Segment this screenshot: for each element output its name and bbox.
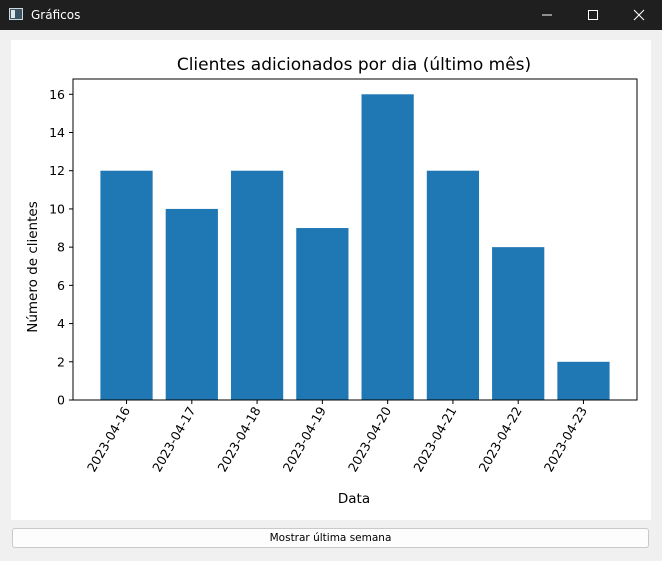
close-icon	[633, 9, 645, 21]
y-tick-label: 0	[57, 393, 65, 408]
close-button[interactable]	[616, 0, 662, 30]
plot-frame	[72, 78, 638, 401]
bar-2023-04-16	[100, 170, 153, 400]
bar-chart: Clientes adicionados por dia (último mês…	[25, 55, 638, 507]
y-tick-label: 4	[57, 316, 65, 331]
bar-2023-04-22	[492, 247, 545, 400]
y-tick-label: 2	[57, 354, 65, 369]
x-tick-label: 2023-04-22	[475, 404, 524, 474]
x-tick-label: 2023-04-16	[84, 404, 133, 474]
x-tick-label: 2023-04-18	[214, 404, 263, 474]
bar-2023-04-18	[230, 170, 284, 400]
y-tick-label: 14	[49, 125, 65, 140]
x-tick-label: 2023-04-17	[149, 404, 198, 474]
x-tick-label: 2023-04-21	[410, 404, 459, 474]
y-tick-label: 10	[49, 201, 65, 216]
bar-2023-04-23	[557, 361, 610, 400]
bar-2023-04-21	[426, 170, 480, 400]
maximize-button[interactable]	[570, 0, 616, 30]
bar-2023-04-20	[361, 94, 414, 401]
y-tick-label: 6	[57, 278, 65, 293]
minimize-icon	[542, 14, 552, 16]
y-tick-label: 16	[49, 87, 65, 102]
minimize-button[interactable]	[524, 0, 570, 30]
show-last-week-button[interactable]: Mostrar última semana	[12, 528, 649, 548]
y-tick-label: 12	[49, 163, 65, 178]
x-axis-label: Data	[338, 491, 370, 507]
bar-2023-04-17	[165, 208, 218, 400]
bar-2023-04-19	[296, 228, 349, 400]
title-bar: Gráficos	[0, 0, 662, 30]
window-title: Gráficos	[31, 8, 81, 22]
y-axis-label: Número de clientes	[25, 201, 41, 333]
x-tick-label: 2023-04-20	[345, 404, 394, 474]
x-tick-label: 2023-04-19	[280, 404, 329, 474]
maximize-icon	[588, 10, 598, 20]
x-tick-label: 2023-04-23	[541, 404, 590, 474]
chart-canvas: Clientes adicionados por dia (último mês…	[11, 40, 651, 520]
y-tick-label: 8	[57, 240, 65, 255]
chart-title: Clientes adicionados por dia (último mês…	[177, 55, 531, 75]
app-window-icon	[9, 8, 23, 20]
